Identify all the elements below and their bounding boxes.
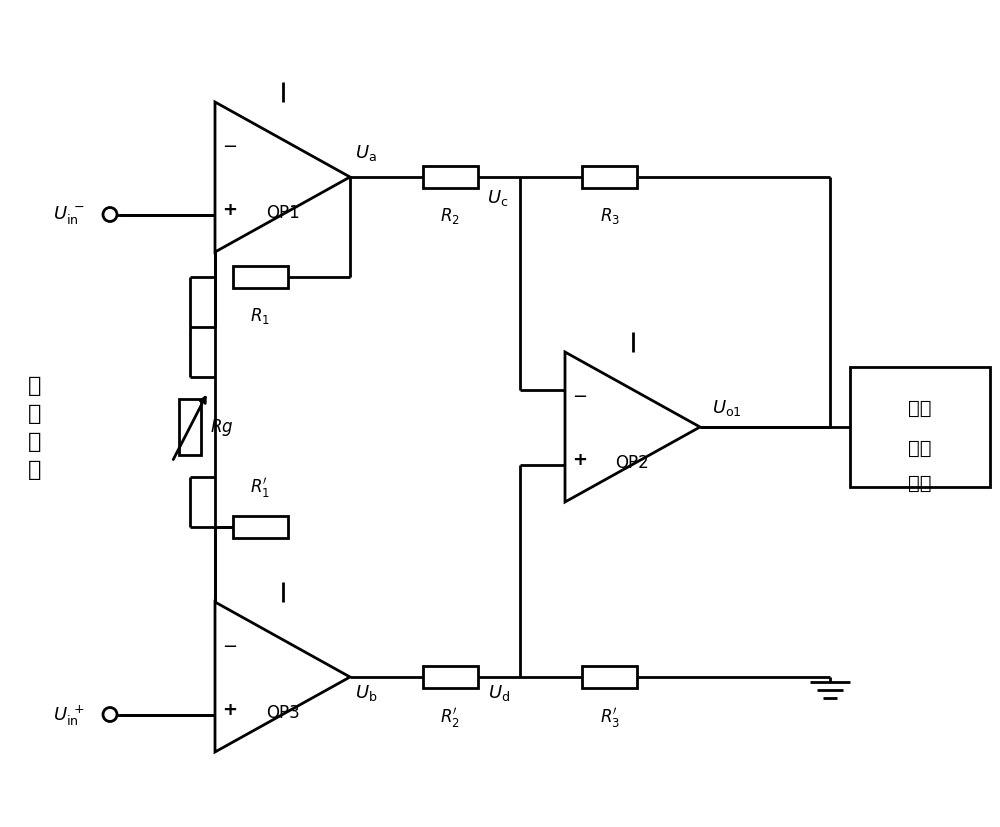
- Bar: [422, 167, 478, 189]
- Text: $U_{\rm in}^{\ +}$: $U_{\rm in}^{\ +}$: [53, 702, 85, 727]
- Text: $R_3$: $R_3$: [600, 206, 620, 226]
- Text: $R_3'$: $R_3'$: [600, 705, 620, 729]
- Bar: [179, 399, 201, 456]
- Text: $R_2$: $R_2$: [440, 206, 460, 226]
- Text: 低通: 低通: [908, 398, 932, 417]
- Text: $U_{\rm o1}$: $U_{\rm o1}$: [712, 398, 742, 418]
- Text: $-$: $-$: [222, 636, 238, 653]
- Polygon shape: [565, 352, 700, 502]
- Text: +: +: [223, 201, 238, 219]
- Text: 电路: 电路: [908, 473, 932, 492]
- Text: +: +: [573, 451, 588, 469]
- Bar: [233, 266, 288, 289]
- Text: $U_{\rm a}$: $U_{\rm a}$: [355, 143, 377, 163]
- Polygon shape: [215, 103, 350, 253]
- Text: OP2: OP2: [616, 453, 649, 471]
- Bar: [233, 516, 288, 538]
- Bar: [582, 667, 637, 688]
- Bar: [422, 667, 478, 688]
- Text: $R_1$: $R_1$: [250, 306, 270, 326]
- Text: +: +: [223, 700, 238, 719]
- Text: $U_{\rm d}$: $U_{\rm d}$: [488, 682, 510, 702]
- Text: $U_{\rm b}$: $U_{\rm b}$: [355, 682, 378, 702]
- Text: $R_1'$: $R_1'$: [250, 476, 270, 500]
- Text: $U_{\rm in}^{\ -}$: $U_{\rm in}^{\ -}$: [53, 204, 85, 227]
- Text: 滤波: 滤波: [908, 438, 932, 457]
- Text: $Rg$: $Rg$: [210, 417, 233, 438]
- Bar: [850, 367, 990, 487]
- Text: $-$: $-$: [222, 136, 238, 155]
- Bar: [582, 167, 637, 189]
- Text: $-$: $-$: [572, 386, 588, 404]
- Text: 被
测
信
号: 被 测 信 号: [28, 375, 42, 480]
- Text: OP3: OP3: [266, 703, 299, 721]
- Polygon shape: [215, 602, 350, 752]
- Text: OP1: OP1: [266, 203, 299, 222]
- Text: $U_{\rm c}$: $U_{\rm c}$: [487, 188, 508, 208]
- Text: $R_2'$: $R_2'$: [440, 705, 460, 729]
